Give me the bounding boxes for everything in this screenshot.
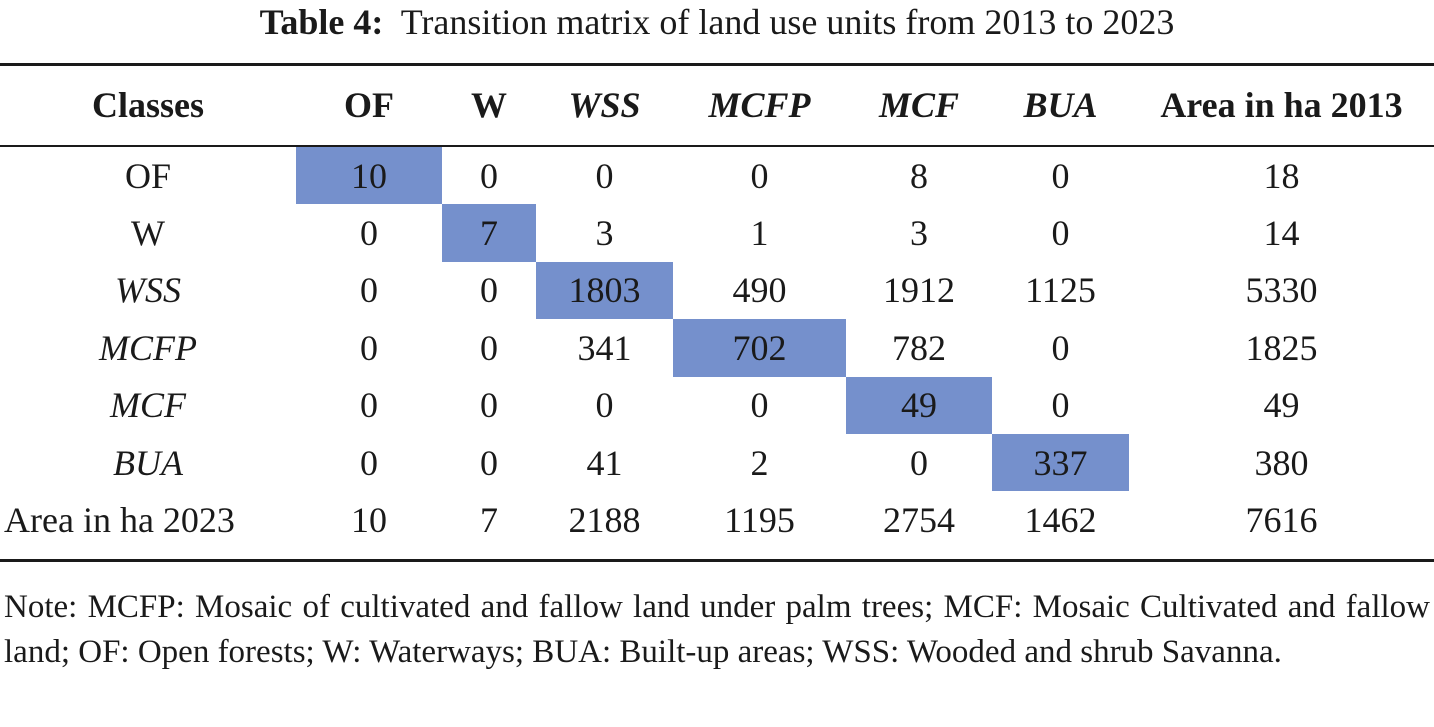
table-cell: 3 [595, 213, 614, 254]
column-header-mcf: MCF [878, 85, 960, 125]
table-cell: 10 [351, 500, 387, 541]
table-cell: 0 [480, 327, 498, 368]
table-cell: 49 [1263, 385, 1300, 426]
table-cell: 0 [360, 213, 378, 254]
table-caption: Table 4: Transition matrix of land use u… [0, 0, 1434, 44]
column-header-mcfp: MCFP [708, 85, 811, 125]
table-row: MCFP 0 0 341 702 782 0 1825 [0, 319, 1434, 377]
table-row: MCF 0 0 0 0 49 0 49 [0, 376, 1434, 434]
diagonal-cell: 49 [846, 376, 992, 434]
table-cell: 0 [360, 442, 378, 483]
table-cell: 1 [750, 213, 769, 254]
table-row: WSS 0 0 1803 490 1912 1125 5330 [0, 261, 1434, 320]
caption-label: Table 4: [259, 2, 384, 42]
table-cell: 0 [595, 155, 614, 196]
diagonal-cell: 702 [673, 319, 846, 377]
table-cell: 41 [586, 442, 623, 483]
table-cell: 380 [1254, 442, 1309, 483]
table-cell: 0 [360, 327, 378, 368]
table-cell: 7 [480, 500, 498, 541]
table-row: BUA 0 0 41 2 0 337 380 [0, 433, 1434, 492]
table-cell: 1825 [1245, 327, 1318, 368]
table-cell: 2 [750, 442, 769, 483]
table-cell: 0 [1051, 155, 1070, 196]
transition-matrix-table: Classes OF W WSS MCFP MCF BUA Area in ha… [0, 77, 1434, 549]
table-cell: 5330 [1245, 270, 1318, 311]
table-cell: 0 [750, 385, 769, 426]
table-cell: 341 [577, 327, 632, 368]
table-row: W 0 7 3 1 3 0 14 [0, 204, 1434, 262]
table-cell: 0 [595, 385, 614, 426]
row-label: WSS [115, 270, 181, 311]
column-header-w: W [471, 85, 507, 125]
row-label: Area in ha 2023 [4, 500, 235, 541]
table-cell: 0 [360, 270, 378, 311]
diagonal-cell: 337 [992, 433, 1129, 492]
table-cell: 2754 [883, 500, 955, 541]
table-cell: 0 [480, 385, 498, 426]
table-cell: 782 [892, 327, 946, 368]
spacer-row [0, 133, 1434, 147]
header-rule [0, 145, 1434, 147]
row-label: OF [124, 155, 172, 196]
table-row: OF 10 0 0 0 8 0 18 [0, 147, 1434, 205]
bottom-rule [0, 559, 1434, 562]
column-header-bua: BUA [1023, 85, 1098, 125]
column-header-classes: Classes [91, 85, 204, 125]
table-cell: 1195 [724, 500, 795, 541]
table-cell: 0 [480, 270, 498, 311]
totals-row: Area in ha 2023 10 7 2188 1195 2754 1462… [0, 491, 1434, 548]
table-cell: 0 [1051, 213, 1070, 254]
row-label: BUA [113, 442, 183, 483]
caption-title: Transition matrix of land use units from… [400, 2, 1175, 42]
table-cell: 0 [480, 155, 498, 196]
table-cell: 18 [1263, 155, 1300, 196]
table-note: Note: MCFP: Mosaic of cultivated and fal… [4, 589, 1430, 670]
table-cell: 0 [1051, 327, 1070, 368]
table-cell: 1462 [1024, 500, 1097, 541]
top-rule [0, 63, 1434, 66]
table-cell: 8 [910, 155, 928, 196]
table-cell: 1125 [1025, 270, 1096, 311]
diagonal-cell: 1803 [536, 261, 673, 320]
row-label: W [131, 213, 165, 254]
table-cell: 3 [910, 213, 928, 254]
header-row: Classes OF W WSS MCFP MCF BUA Area in ha… [0, 77, 1434, 133]
table-cell: 490 [732, 270, 787, 311]
table-cell: 0 [480, 442, 498, 483]
row-label: MCFP [99, 327, 197, 368]
diagonal-cell: 10 [296, 147, 442, 205]
column-header-of: OF [344, 85, 394, 125]
table-cell: 0 [360, 385, 378, 426]
table-cell: 0 [1051, 385, 1070, 426]
table-cell: 0 [750, 155, 769, 196]
table-cell: 14 [1263, 213, 1300, 254]
table-cell: 7616 [1245, 500, 1318, 541]
table-cell: 2188 [568, 500, 641, 541]
column-header-area-2013: Area in ha 2013 [1160, 85, 1403, 125]
row-label: MCF [110, 385, 186, 426]
diagonal-cell: 7 [442, 204, 536, 262]
column-header-wss: WSS [568, 85, 641, 125]
table-cell: 1912 [883, 270, 955, 311]
table-cell: 0 [910, 442, 928, 483]
